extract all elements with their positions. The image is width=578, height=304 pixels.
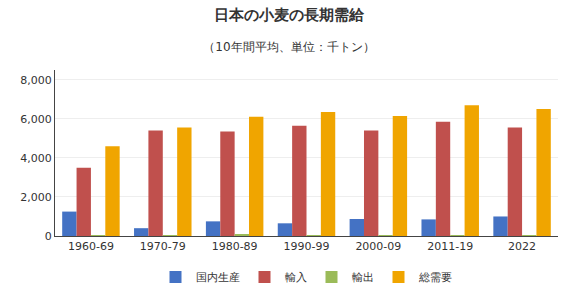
svg-text:1960-69: 1960-69: [68, 240, 114, 253]
svg-text:総需要: 総需要: [418, 271, 452, 284]
svg-text:8,000: 8,000: [20, 74, 52, 87]
svg-text:6,000: 6,000: [20, 113, 52, 126]
svg-text:2,000: 2,000: [20, 191, 52, 204]
svg-text:4,000: 4,000: [20, 152, 52, 165]
svg-text:日本の小麦の長期需給: 日本の小麦の長期需給: [214, 6, 365, 24]
svg-text:1980-89: 1980-89: [212, 240, 258, 253]
svg-text:0: 0: [45, 230, 52, 243]
svg-text:輸出: 輸出: [352, 271, 374, 284]
svg-text:1990-99: 1990-99: [284, 240, 330, 253]
svg-text:2011-19: 2011-19: [427, 240, 473, 253]
svg-text:国内生産: 国内生産: [196, 271, 240, 284]
svg-text:1970-79: 1970-79: [140, 240, 186, 253]
svg-text:2000-09: 2000-09: [355, 240, 401, 253]
svg-text:2022: 2022: [508, 240, 536, 253]
svg-text:輸入: 輸入: [285, 271, 307, 284]
svg-text:（10年間平均、単位：千トン）: （10年間平均、単位：千トン）: [203, 40, 374, 54]
